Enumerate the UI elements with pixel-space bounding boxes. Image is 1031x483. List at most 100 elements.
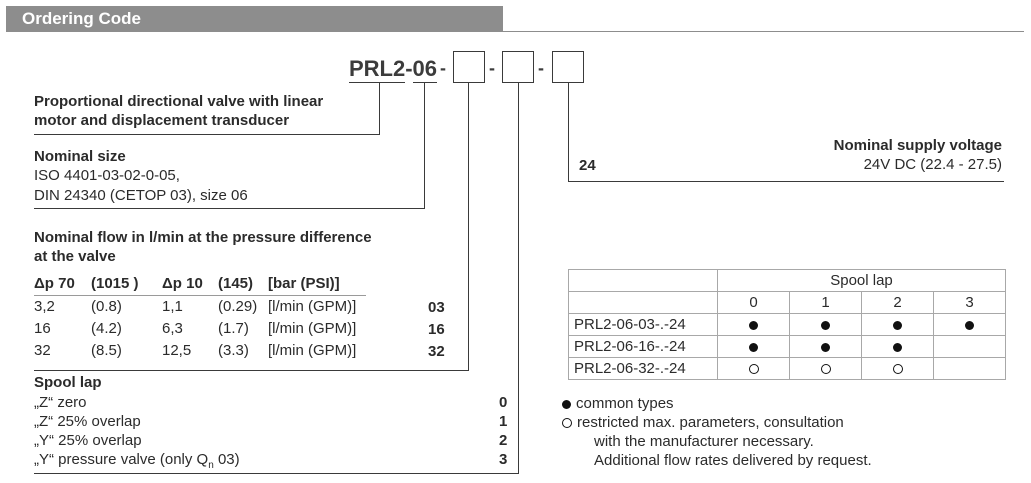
table-row: PRL2-06-32-.-24	[568, 357, 1006, 380]
filled-dot-icon	[562, 399, 571, 409]
spool-lap-title: Spool lap	[34, 374, 102, 391]
table-cell	[717, 313, 790, 336]
spool-lap-code: 2	[499, 432, 508, 449]
table-cell: 6,3	[162, 319, 183, 337]
table-cell: (4.2)	[91, 319, 122, 337]
spool-lap-item: „Z“ zero	[34, 394, 87, 411]
spool-lap-item-text: 03)	[213, 451, 240, 468]
spool-lap-item: „Y“ 25% overlap	[34, 432, 142, 449]
spool-lap-table: Spool lap 0 1 2 3 PRL2-06-03-.-24 PRL2-0…	[568, 269, 1006, 380]
leader-line	[568, 83, 569, 182]
supply-voltage-value: 24V DC (22.4 - 27.5)	[863, 156, 1002, 173]
table-cell	[861, 357, 934, 380]
open-circle-icon	[820, 364, 831, 375]
leader-line	[34, 134, 380, 135]
filled-dot-icon	[821, 320, 830, 330]
table-cell	[933, 313, 1006, 336]
supply-voltage-code: 24	[579, 157, 596, 174]
table-cell: 12,5	[162, 341, 192, 359]
table-header-cell: 2	[861, 291, 934, 314]
table-row: 16 (4.2) 6,3 (1.7) [l/min (GPM)]	[34, 317, 366, 339]
spool-lap-code: 1	[499, 413, 508, 430]
table-row: 32 (8.5) 12,5 (3.3) [l/min (GPM)]	[34, 339, 366, 361]
filled-dot-icon	[965, 320, 974, 330]
valve-description: motor and displacement transducer	[34, 112, 290, 129]
code-underline	[349, 82, 405, 83]
code-separator: -	[489, 58, 495, 78]
flow-code: 32	[428, 343, 445, 360]
header-cell: (1015 )	[91, 273, 162, 296]
table-cell: [l/min (GPM)]	[268, 297, 357, 315]
legend-restricted-text: with the manufacturer necessary.	[594, 433, 814, 450]
table-cell	[717, 335, 790, 358]
section-header: Ordering Code	[6, 6, 503, 32]
table-header-cell: 1	[789, 291, 862, 314]
spool-lap-code: 0	[499, 394, 508, 411]
table-cell	[789, 313, 862, 336]
leader-line	[424, 83, 425, 209]
leader-line	[34, 370, 469, 371]
table-row-label: PRL2-06-16-.-24	[568, 335, 718, 358]
table-header-cell: 3	[933, 291, 1006, 314]
table-row: 3,2 (0.8) 1,1 (0.29) [l/min (GPM)]	[34, 295, 366, 317]
table-row: PRL2-06-03-.-24	[568, 313, 1006, 336]
table-cell	[861, 313, 934, 336]
code-underline	[413, 82, 437, 83]
nominal-flow-table: Δp 70 (1015 ) Δp 10 (145) [bar (PSI)] 3,…	[34, 273, 366, 361]
legend-restricted-text: restricted max. parameters, consultation	[577, 414, 844, 431]
nominal-size-line: DIN 24340 (CETOP 03), size 06	[34, 187, 248, 204]
nominal-flow-title: at the valve	[34, 248, 116, 265]
table-cell: (8.5)	[91, 341, 122, 359]
leader-line	[568, 181, 1004, 182]
open-circle-icon	[562, 418, 572, 429]
table-cell	[717, 357, 790, 380]
leader-line	[34, 208, 425, 209]
filled-dot-icon	[893, 320, 902, 330]
table-cell: 32	[34, 341, 51, 359]
legend-restricted: restricted max. parameters, consultation	[562, 414, 844, 431]
table-cell: [l/min (GPM)]	[268, 341, 357, 359]
header-cell: Δp 10	[162, 273, 218, 296]
legend-restricted-text: Additional flow rates delivered by reque…	[594, 452, 872, 469]
leader-line	[468, 83, 469, 371]
leader-line	[379, 83, 380, 135]
table-cell: (1.7)	[218, 319, 249, 337]
spool-lap-item-text: „Y“ pressure valve (only Q	[34, 451, 209, 468]
subscript: n	[208, 460, 214, 471]
table-header-row: 0 1 2 3	[568, 291, 1006, 314]
table-cell: (0.8)	[91, 297, 122, 315]
nominal-flow-title: Nominal flow in l/min at the pressure di…	[34, 229, 372, 246]
legend-common: common types	[562, 395, 674, 412]
table-cell: (3.3)	[218, 341, 249, 359]
legend-common-text: common types	[576, 395, 674, 412]
code-box-flow-spool	[502, 51, 534, 83]
table-cell	[789, 335, 862, 358]
valve-description: Proportional directional valve with line…	[34, 93, 324, 110]
header-rule	[503, 31, 1024, 32]
header-cell: [bar (PSI)]	[268, 273, 366, 296]
table-row-label: PRL2-06-32-.-24	[568, 357, 718, 380]
table-cell: 3,2	[34, 297, 55, 315]
header-cell: Δp 70	[34, 273, 91, 296]
table-cell	[568, 291, 718, 314]
table-cell	[568, 269, 718, 292]
spool-lap-item: „Z“ 25% overlap	[34, 413, 141, 430]
table-row-label: PRL2-06-03-.-24	[568, 313, 718, 336]
supply-voltage-title: Nominal supply voltage	[833, 137, 1002, 154]
code-separator: -	[440, 58, 446, 78]
table-cell	[933, 335, 1006, 358]
code-box-spool-lap	[453, 51, 485, 83]
nominal-size-title: Nominal size	[34, 148, 126, 165]
code-box-voltage	[552, 51, 584, 83]
table-cell	[933, 357, 1006, 380]
filled-dot-icon	[749, 342, 758, 352]
table-cell	[861, 335, 934, 358]
code-separator: -	[538, 58, 544, 78]
spool-lap-item: „Y“ pressure valve (only Qn 03)	[34, 451, 240, 471]
table-cell: [l/min (GPM)]	[268, 319, 357, 337]
table-row: PRL2-06-16-.-24	[568, 335, 1006, 358]
table-cell	[789, 357, 862, 380]
flow-code: 16	[428, 321, 445, 338]
leader-line	[34, 473, 519, 474]
flow-code: 03	[428, 299, 445, 316]
